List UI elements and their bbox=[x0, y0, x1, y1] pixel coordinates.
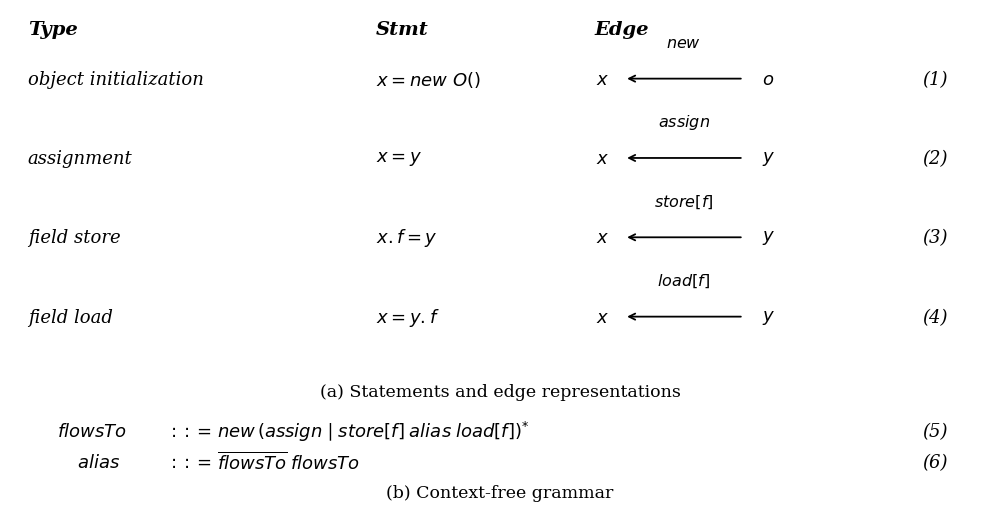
Text: (5): (5) bbox=[923, 422, 948, 440]
Text: $\mathit{x = new\ O()}$: $\mathit{x = new\ O()}$ bbox=[376, 70, 481, 89]
Text: $\mathit{new}$: $\mathit{new}$ bbox=[666, 35, 702, 52]
Text: (6): (6) bbox=[923, 453, 948, 471]
Text: $\mathit{new}\,(\mathit{assign}\mid\mathit{store}[\mathit{f}]\;\mathit{alias}\;\: $\mathit{new}\,(\mathit{assign}\mid\math… bbox=[217, 419, 529, 443]
Text: assignment: assignment bbox=[28, 149, 132, 168]
Text: $y$: $y$ bbox=[762, 149, 775, 168]
Text: field load: field load bbox=[28, 308, 113, 326]
Text: Edge: Edge bbox=[594, 21, 649, 39]
Text: $\mathit{load[f]}$: $\mathit{load[f]}$ bbox=[657, 272, 710, 290]
Text: Type: Type bbox=[28, 21, 77, 39]
Text: $\mathit{x = y}$: $\mathit{x = y}$ bbox=[376, 149, 422, 168]
Text: $x$: $x$ bbox=[596, 229, 609, 247]
Text: field store: field store bbox=[28, 229, 120, 247]
Text: $\mathit{x = y.f}$: $\mathit{x = y.f}$ bbox=[376, 306, 439, 328]
Text: $::=$: $::=$ bbox=[167, 422, 212, 440]
Text: $\mathit{assign}$: $\mathit{assign}$ bbox=[658, 113, 710, 131]
Text: Stmt: Stmt bbox=[376, 21, 428, 39]
Text: $\mathit{store[f]}$: $\mathit{store[f]}$ bbox=[654, 193, 714, 211]
Text: $x$: $x$ bbox=[596, 71, 609, 88]
Text: (a) Statements and edge representations: (a) Statements and edge representations bbox=[320, 383, 680, 400]
Text: $\mathit{x.f = y}$: $\mathit{x.f = y}$ bbox=[376, 227, 437, 249]
Text: $\mathit{flowsTo}$: $\mathit{flowsTo}$ bbox=[57, 422, 127, 440]
Text: $x$: $x$ bbox=[596, 308, 609, 326]
Text: (2): (2) bbox=[923, 149, 948, 168]
Text: $::=$: $::=$ bbox=[167, 453, 212, 471]
Text: $y$: $y$ bbox=[762, 229, 775, 247]
Text: $\overline{\mathit{flowsTo}}\;\mathit{flowsTo}$: $\overline{\mathit{flowsTo}}\;\mathit{fl… bbox=[217, 451, 360, 473]
Text: $\mathit{alias}$: $\mathit{alias}$ bbox=[77, 453, 120, 471]
Text: object initialization: object initialization bbox=[28, 71, 204, 88]
Text: (3): (3) bbox=[923, 229, 948, 247]
Text: (1): (1) bbox=[923, 71, 948, 88]
Text: $x$: $x$ bbox=[596, 149, 609, 168]
Text: (b) Context-free grammar: (b) Context-free grammar bbox=[386, 484, 614, 501]
Text: (4): (4) bbox=[923, 308, 948, 326]
Text: $y$: $y$ bbox=[762, 308, 775, 326]
Text: $o$: $o$ bbox=[762, 71, 774, 88]
